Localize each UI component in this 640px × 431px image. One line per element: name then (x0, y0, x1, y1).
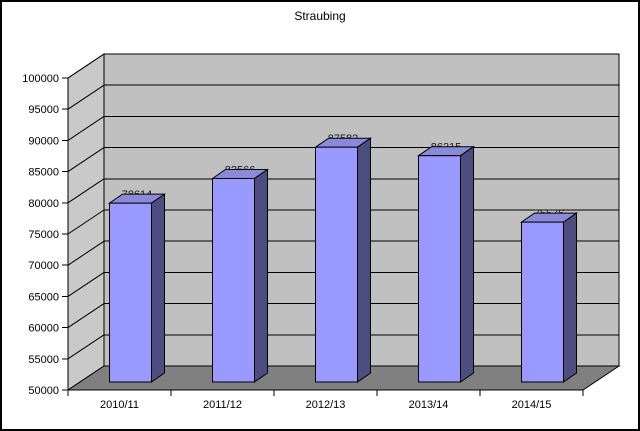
gridline-side (67, 53, 105, 79)
gridline-side (67, 84, 105, 110)
bar-front-face (109, 202, 152, 383)
y-axis-label: 85000 (28, 167, 59, 179)
bar-side-face (151, 193, 165, 383)
gridline-side (67, 303, 105, 329)
x-axis-label: 2011/12 (203, 399, 242, 411)
x-axis-label: 2012/13 (306, 399, 346, 411)
y-axis-label: 55000 (28, 354, 59, 366)
gridline-side (67, 240, 105, 266)
bar-front-face (315, 146, 358, 383)
bar-side-face (460, 145, 474, 383)
y-axis-label: 65000 (28, 291, 59, 303)
bar-side-face (563, 212, 577, 383)
x-axis-label: 2014/15 (512, 399, 552, 411)
chart-title: Straubing (294, 9, 346, 23)
gridline-side (67, 147, 105, 173)
gridline-side (67, 115, 105, 141)
y-axis-label: 60000 (28, 323, 59, 335)
y-axis-label: 50000 (28, 385, 59, 397)
y-axis-label: 90000 (28, 135, 59, 147)
y-axis-label: 75000 (28, 229, 59, 241)
gridline-side (67, 271, 105, 297)
bar-front-face (521, 221, 564, 383)
bar-front-face (212, 177, 255, 383)
bar-side-face (357, 137, 371, 383)
gridline-side (67, 334, 105, 360)
y-axis-label: 80000 (28, 198, 59, 210)
gridline-side (67, 178, 105, 204)
gridline-side (67, 209, 105, 235)
bar-front-face (418, 155, 461, 383)
x-axis-label: 2013/14 (409, 399, 449, 411)
y-axis-label: 70000 (28, 260, 59, 272)
bar-side-face (254, 168, 268, 383)
y-axis-label: 95000 (28, 104, 59, 116)
y-axis-label: 100000 (22, 73, 59, 85)
x-axis-label: 2010/11 (100, 399, 139, 411)
